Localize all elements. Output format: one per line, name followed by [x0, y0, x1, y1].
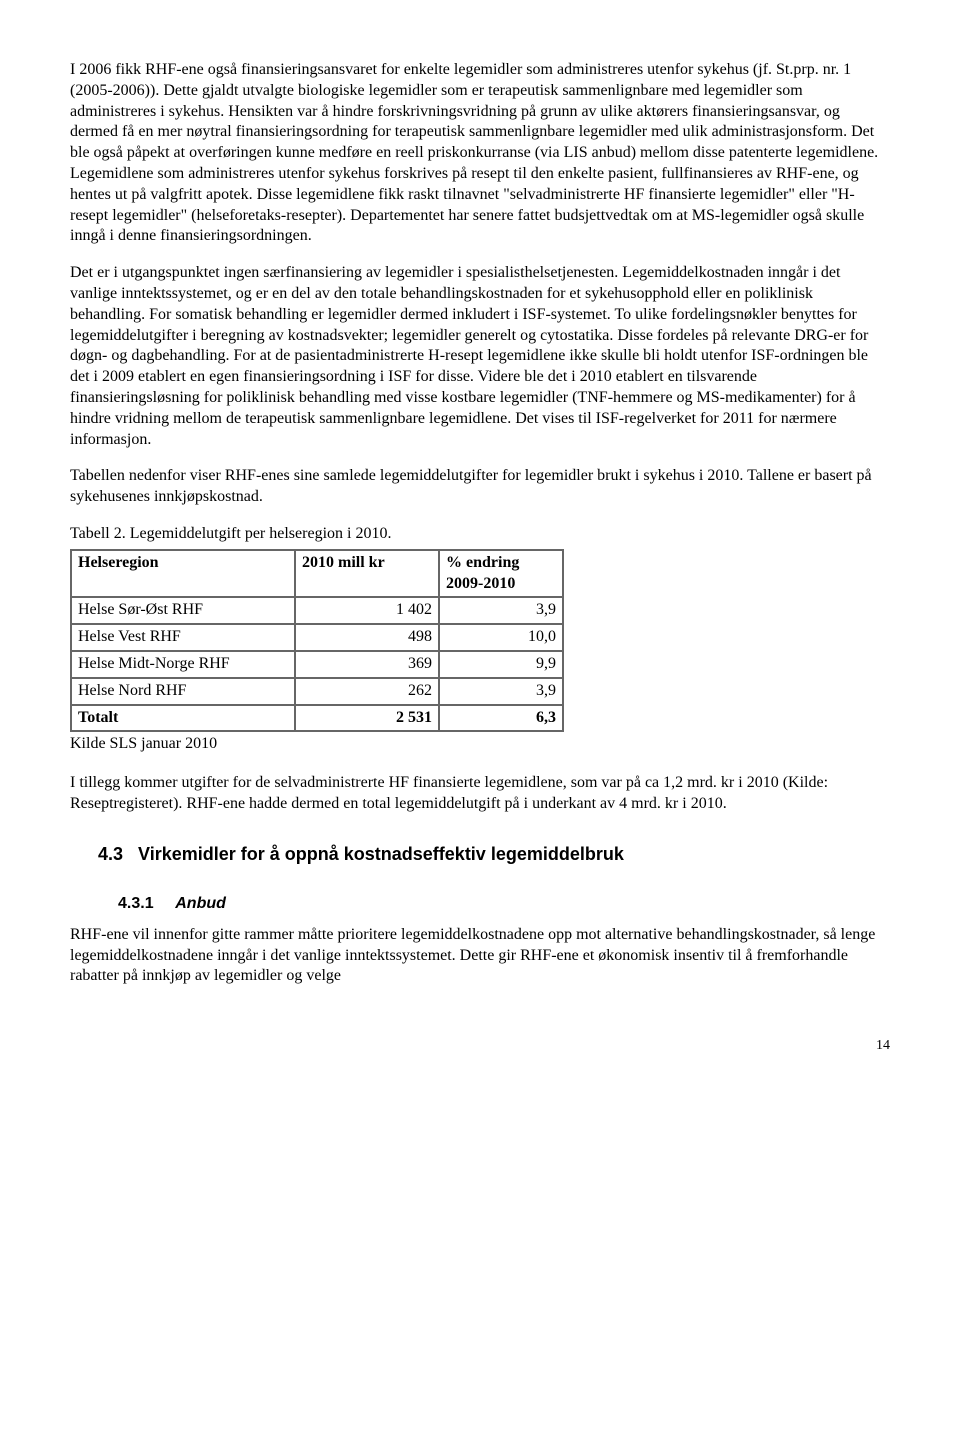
- body-paragraph: RHF-ene vil innenfor gitte rammer måtte …: [70, 925, 890, 987]
- table-cell-region: Helse Nord RHF: [71, 678, 295, 705]
- section-heading-4-3-1: 4.3.1 Anbud: [118, 894, 890, 915]
- table-cell-pct: 3,9: [439, 678, 563, 705]
- table-cell-pct: 3,9: [439, 597, 563, 624]
- heading-number: 4.3: [98, 844, 123, 864]
- heading-text: Anbud: [175, 895, 226, 912]
- body-paragraph: Det er i utgangspunktet ingen særfinansi…: [70, 263, 890, 450]
- page-number: 14: [70, 1037, 890, 1055]
- table-header-region: Helseregion: [71, 550, 295, 598]
- table-cell-pct: 10,0: [439, 624, 563, 651]
- table-cell-region: Helse Midt-Norge RHF: [71, 651, 295, 678]
- table-header-pct-line2: 2009-2010: [446, 575, 515, 592]
- heading-text: Virkemidler for å oppnå kostnadseffektiv…: [138, 844, 624, 864]
- section-heading-4-3: 4.3 Virkemidler for å oppnå kostnadseffe…: [98, 843, 890, 866]
- table-row-total: Totalt 2 531 6,3: [71, 705, 563, 732]
- table-header-mill: 2010 mill kr: [295, 550, 439, 598]
- body-paragraph: Tabellen nedenfor viser RHF-enes sine sa…: [70, 466, 890, 508]
- table-cell-region: Totalt: [71, 705, 295, 732]
- table-cell-mill: 498: [295, 624, 439, 651]
- table-cell-mill: 262: [295, 678, 439, 705]
- table-header-row: Helseregion 2010 mill kr % endring 2009-…: [71, 550, 563, 598]
- table-cell-mill: 2 531: [295, 705, 439, 732]
- table-header-pct-line1: % endring: [446, 554, 519, 571]
- heading-number: 4.3.1: [118, 895, 154, 912]
- table-caption: Tabell 2. Legemiddelutgift per helseregi…: [70, 524, 890, 545]
- table-header-pct: % endring 2009-2010: [439, 550, 563, 598]
- cost-table: Helseregion 2010 mill kr % endring 2009-…: [70, 549, 564, 733]
- table-row: Helse Nord RHF 262 3,9: [71, 678, 563, 705]
- body-paragraph: I 2006 fikk RHF-ene også finansieringsan…: [70, 60, 890, 247]
- table-row: Helse Midt-Norge RHF 369 9,9: [71, 651, 563, 678]
- table-cell-pct: 9,9: [439, 651, 563, 678]
- table-cell-region: Helse Vest RHF: [71, 624, 295, 651]
- table-cell-pct: 6,3: [439, 705, 563, 732]
- table-row: Helse Sør-Øst RHF 1 402 3,9: [71, 597, 563, 624]
- table-source: Kilde SLS januar 2010: [70, 734, 890, 755]
- body-paragraph: I tillegg kommer utgifter for de selvadm…: [70, 773, 890, 815]
- table-row: Helse Vest RHF 498 10,0: [71, 624, 563, 651]
- table-cell-mill: 1 402: [295, 597, 439, 624]
- table-cell-mill: 369: [295, 651, 439, 678]
- table-cell-region: Helse Sør-Øst RHF: [71, 597, 295, 624]
